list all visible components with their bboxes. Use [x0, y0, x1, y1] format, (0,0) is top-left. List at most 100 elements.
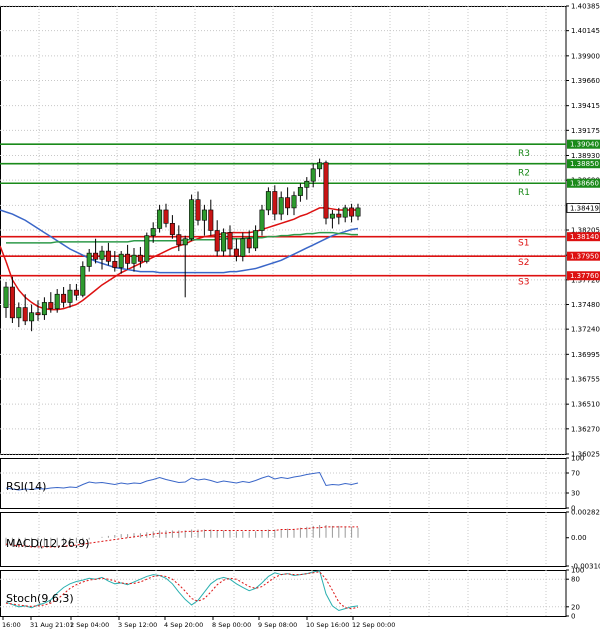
candle-body	[310, 168, 316, 182]
panel-frame-2	[0, 512, 567, 567]
panel-frame-3	[0, 570, 567, 617]
y-tick-label: 1.40385	[571, 3, 600, 11]
y-tick-label: 1.39900	[571, 52, 600, 60]
y-tick-label: 1.39415	[571, 102, 600, 110]
y-tick-label: 1.38205	[571, 227, 600, 235]
candle-body	[137, 254, 143, 262]
y-tick-label: 1.36025	[571, 451, 600, 459]
x-tick-label: 8 Sep 00:00	[212, 621, 251, 629]
y-tick-label: 1.36755	[571, 375, 600, 383]
rsi-tick-label: 70	[571, 470, 580, 478]
x-tick-label: 4 Sep 20:00	[164, 621, 203, 629]
x-tick-label: 12 Sep 00:00	[352, 621, 395, 629]
candle-body	[323, 162, 329, 219]
y-tick-label: 1.36270	[571, 425, 600, 433]
candle-body	[285, 197, 291, 209]
candle-body	[278, 197, 284, 215]
candle-body	[297, 187, 303, 196]
candle-body	[259, 209, 265, 231]
candle-body	[317, 162, 323, 170]
candle-body	[246, 238, 252, 249]
y-tick-label: 1.39175	[571, 127, 600, 135]
macd-title: MACD(12,26,9)	[6, 537, 90, 550]
y-tick-label: 1.37720	[571, 276, 600, 284]
macd-tick-label: 0.00	[571, 534, 587, 542]
y-tick-label: 1.37240	[571, 326, 600, 334]
candle-body	[208, 209, 214, 231]
x-tick-label: 2 Sep 04:00	[70, 621, 109, 629]
candle-body	[272, 191, 278, 215]
level-name-r1: R1	[518, 188, 530, 198]
level-name-s1: S1	[518, 239, 529, 249]
candle-body	[189, 199, 195, 240]
level-name-s3: S3	[518, 278, 529, 288]
y-tick-label: 1.39660	[571, 77, 600, 85]
candle-body	[336, 213, 342, 218]
candle-body	[3, 286, 9, 308]
stoch-k-line	[5, 570, 359, 612]
candle-body	[125, 253, 131, 264]
candle-body	[221, 232, 227, 252]
candle-body	[163, 209, 169, 224]
level-price-label-r1: 1.38660	[570, 180, 599, 188]
stoch-tick-label: 100	[571, 567, 584, 575]
level-price-label-r2: 1.38850	[570, 160, 599, 168]
stoch-tick-label: 0	[571, 613, 575, 621]
macd-tick-label: -0.003107	[571, 563, 600, 571]
candle-body	[80, 266, 86, 296]
candle-body	[41, 302, 47, 316]
level-price-label-r3: 1.39040	[570, 141, 599, 149]
x-tick-label: 31 Aug 21:01	[30, 621, 74, 629]
candle-body	[29, 312, 35, 322]
rsi-line	[5, 471, 359, 491]
rsi-tick-label: 100	[571, 455, 584, 463]
current-price-label: 1.38419	[570, 205, 599, 213]
candle-body	[265, 191, 271, 211]
candle-body	[291, 195, 297, 209]
stoch-tick-label: 80	[571, 576, 580, 584]
candle-body	[118, 253, 124, 268]
candle-body	[131, 254, 137, 264]
y-tick-label: 1.37480	[571, 301, 600, 309]
level-name-r2: R2	[518, 169, 530, 179]
level-price-label-s2: 1.37950	[570, 253, 599, 261]
candle-body	[355, 207, 361, 217]
candle-body	[9, 286, 15, 319]
candle-body	[48, 302, 54, 309]
moving-average-long	[6, 231, 358, 244]
candle-body	[22, 307, 28, 322]
candle-body	[112, 261, 118, 268]
level-price-tag-s1	[567, 232, 600, 242]
candle-body	[240, 238, 246, 257]
level-price-tag-s2	[567, 251, 600, 261]
moving-average-fast-lead	[0, 245, 7, 262]
candle-body	[233, 248, 239, 257]
y-tick-label: 1.36510	[571, 401, 600, 409]
y-tick-label: 1.36995	[571, 351, 600, 359]
candle-body	[227, 232, 233, 250]
x-tick-label: 16:00	[2, 621, 21, 629]
panel-frame-1	[0, 458, 567, 509]
stoch-d-line	[5, 571, 359, 610]
panel-frame-0	[0, 6, 567, 455]
candle-body	[73, 289, 79, 296]
moving-average-fast	[5, 207, 358, 311]
y-tick-label: 1.40145	[571, 27, 600, 35]
level-price-tag-r3	[567, 139, 600, 149]
candle-body	[176, 234, 182, 246]
candle-body	[195, 199, 201, 221]
candle-body	[349, 207, 355, 217]
candle-body	[99, 250, 105, 260]
current-price-tag	[566, 203, 600, 213]
candle-body	[214, 230, 220, 252]
candle-body	[329, 213, 335, 219]
rsi-tick-label: 30	[571, 490, 580, 498]
stoch-title: Stoch(9,6,3)	[6, 592, 74, 605]
rsi-tick-label: 0	[571, 505, 575, 513]
level-price-tag-s3	[567, 271, 600, 281]
rsi-title: RSI(14)	[6, 480, 46, 493]
moving-average-slow	[5, 211, 359, 274]
candle-body	[144, 235, 150, 262]
candle-body	[67, 289, 73, 303]
